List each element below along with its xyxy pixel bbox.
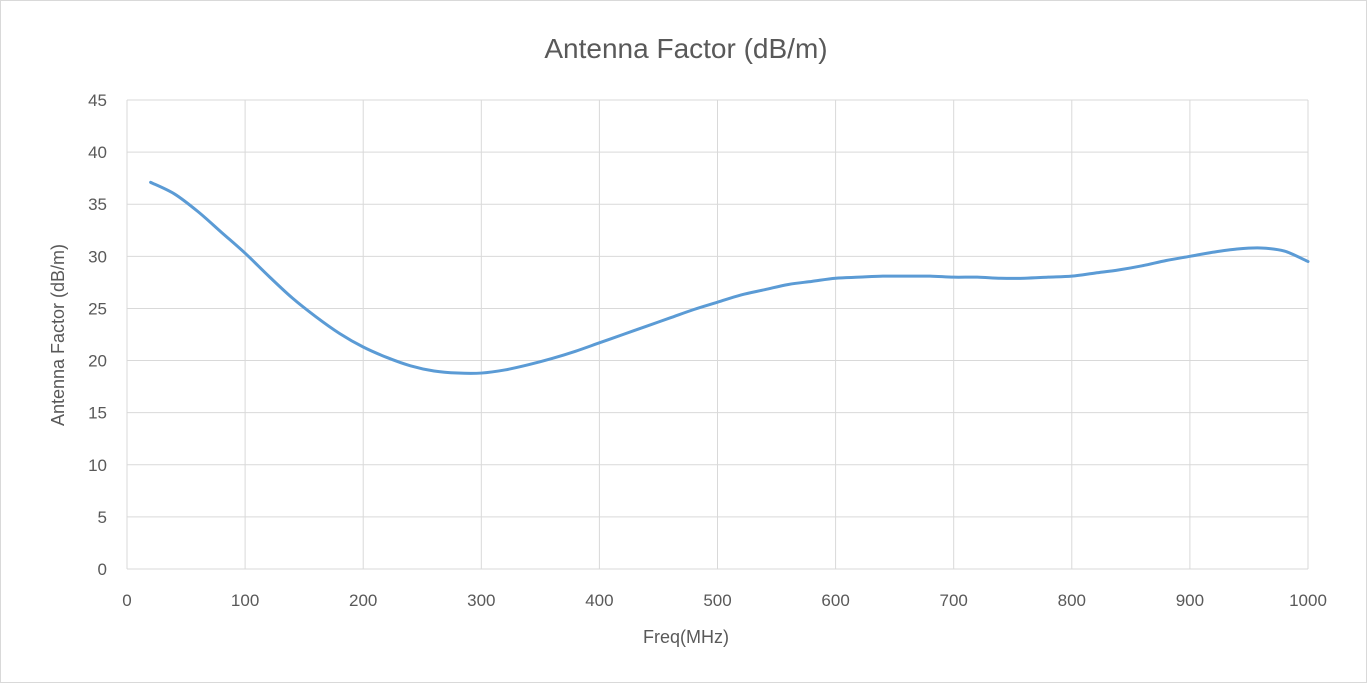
y-tick-label: 15: [88, 404, 107, 423]
y-tick-label: 10: [88, 456, 107, 475]
x-tick-label: 0: [122, 591, 131, 610]
y-axis-ticks: 0 5 10 15 20 25 30 35 40 45: [88, 91, 107, 579]
y-tick-label: 35: [88, 195, 107, 214]
y-tick-label: 20: [88, 352, 107, 371]
grid-lines: [126, 99, 1309, 570]
y-tick-label: 5: [98, 508, 107, 527]
x-tick-label: 400: [585, 591, 613, 610]
x-tick-label: 200: [349, 591, 377, 610]
x-tick-label: 900: [1176, 591, 1204, 610]
y-tick-label: 25: [88, 299, 107, 318]
antenna-factor-series-line: [149, 180, 1310, 375]
y-tick-label: 40: [88, 143, 107, 162]
x-tick-label: 500: [703, 591, 731, 610]
y-axis-label: Antenna Factor (dB/m): [48, 244, 68, 426]
chart-title: Antenna Factor (dB/m): [544, 33, 827, 64]
x-tick-label: 800: [1058, 591, 1086, 610]
x-tick-label: 300: [467, 591, 495, 610]
x-tick-label: 600: [821, 591, 849, 610]
x-tick-label: 1000: [1289, 591, 1327, 610]
y-tick-label: 0: [98, 560, 107, 579]
x-axis-label: Freq(MHz): [643, 627, 729, 647]
y-tick-label: 30: [88, 247, 107, 266]
x-tick-label: 100: [231, 591, 259, 610]
x-tick-label: 700: [940, 591, 968, 610]
x-axis-ticks: 0 100 200 300 400 500 600 700 800 900 1000: [122, 591, 1327, 610]
y-tick-label: 45: [88, 91, 107, 110]
